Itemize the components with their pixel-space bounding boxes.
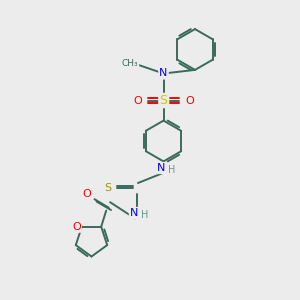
Text: O: O bbox=[82, 189, 91, 199]
Text: H: H bbox=[168, 165, 175, 176]
Text: N: N bbox=[130, 208, 138, 218]
Text: N: N bbox=[159, 68, 168, 79]
Text: O: O bbox=[72, 222, 81, 232]
Text: N: N bbox=[157, 163, 165, 173]
Text: CH₃: CH₃ bbox=[122, 59, 138, 68]
Text: S: S bbox=[160, 94, 167, 107]
Text: O: O bbox=[133, 95, 142, 106]
Text: S: S bbox=[104, 183, 111, 194]
Text: H: H bbox=[141, 210, 148, 220]
Text: O: O bbox=[185, 95, 194, 106]
